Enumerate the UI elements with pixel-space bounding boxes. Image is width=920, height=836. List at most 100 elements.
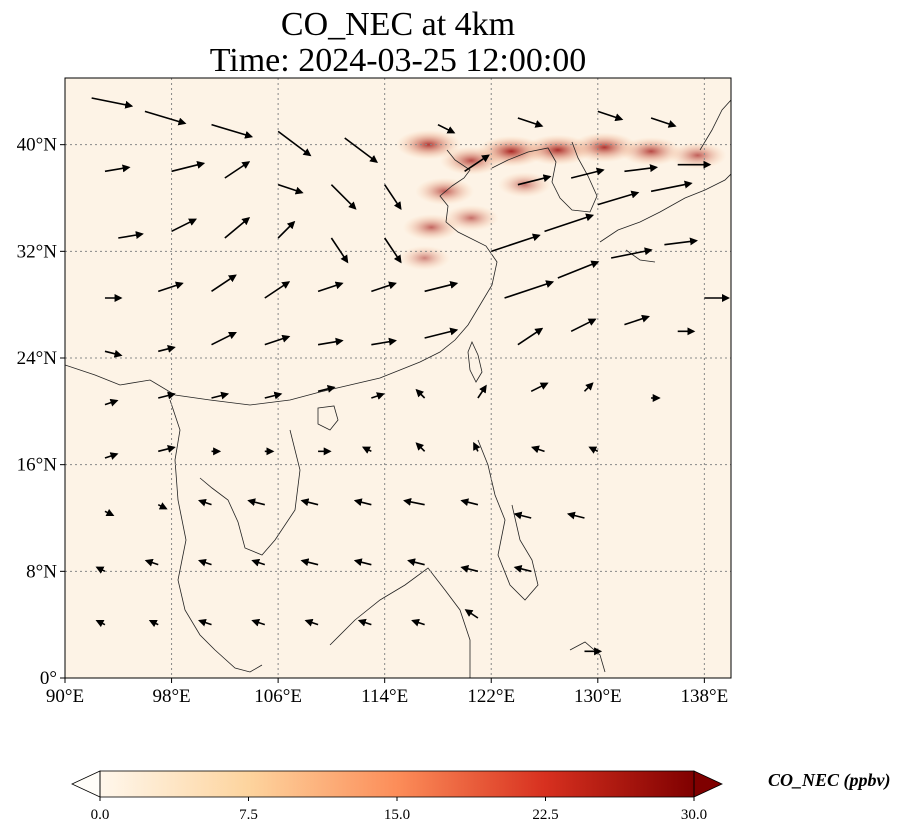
wind-arrow-78 — [300, 498, 319, 507]
wind-arrow-1 — [144, 110, 187, 126]
wind-arrow-70 — [415, 442, 426, 452]
wind-arrow-18 — [157, 281, 184, 293]
wind-arrow-37 — [610, 247, 653, 259]
wind-arrow-40 — [517, 327, 544, 346]
wind-arrow-79 — [353, 498, 372, 507]
wind-arrow-89 — [353, 558, 372, 567]
wind-arrow-52 — [650, 117, 677, 128]
wind-arrow-71 — [473, 441, 481, 452]
wind-arrow-16 — [384, 237, 402, 264]
wind-arrow-13 — [224, 216, 251, 239]
longitude-axis: 90°E 98°E 106°E 114°E 122°E 130°E 138°E — [46, 678, 728, 707]
wind-arrow-9 — [330, 184, 357, 210]
colorbar-tick-label: 7.5 — [239, 807, 258, 823]
coastlines — [65, 99, 731, 678]
co-plume-10 — [398, 245, 451, 271]
wind-arrow-96 — [251, 618, 266, 627]
lat-tick-label: 32°N — [17, 241, 58, 262]
wind-arrow-82 — [513, 511, 532, 520]
wind-arrow-19 — [211, 274, 237, 292]
wind-arrow-29 — [371, 337, 397, 346]
colorbar-extend-max — [693, 770, 723, 798]
coastline-china — [65, 149, 498, 406]
wind-arrow-86 — [198, 558, 212, 567]
wind-vectors — [91, 97, 730, 656]
wind-arrow-54 — [158, 391, 176, 400]
wind-arrow-73 — [588, 446, 599, 454]
wind-arrow-92 — [513, 565, 532, 573]
colorbar-extend-min — [71, 770, 101, 798]
coastline-hainan — [317, 405, 339, 431]
lon-tick-label: 130°E — [574, 686, 622, 707]
wind-arrow-91 — [460, 565, 479, 573]
colorbar-tick-label: 22.5 — [532, 807, 558, 823]
wind-arrow-26 — [211, 331, 237, 346]
lon-tick-label: 138°E — [681, 686, 729, 707]
wind-arrow-83 — [566, 511, 585, 520]
wind-arrow-15 — [330, 237, 349, 264]
coastline-sulawesi — [569, 641, 606, 673]
colorbar-tick-label: 15.0 — [384, 807, 410, 823]
latitude-axis: 0° 8°N 16°N 24°N 32°N 40°N — [17, 135, 65, 689]
wind-arrow-36 — [557, 260, 600, 279]
colorbar: 0.0 7.5 15.0 22.5 30.0 — [71, 770, 723, 823]
wind-arrow-57 — [317, 385, 336, 393]
lon-tick-label: 122°E — [467, 686, 515, 707]
coastline-philippines — [477, 439, 539, 601]
wind-arrow-90 — [407, 558, 425, 567]
lat-tick-label: 40°N — [17, 135, 58, 156]
wind-arrow-38 — [664, 237, 698, 246]
wind-arrow-4 — [344, 137, 379, 163]
wind-arrow-69 — [361, 446, 372, 454]
wind-arrow-64 — [104, 452, 119, 460]
co-plume-9 — [443, 205, 499, 231]
wind-arrow-84 — [95, 566, 106, 574]
wind-arrow-31 — [490, 233, 541, 253]
wind-arrow-24 — [104, 349, 123, 358]
wind-arrow-41 — [570, 318, 597, 333]
wind-arrow-95 — [198, 618, 212, 627]
co-plume-6 — [439, 146, 503, 176]
wind-arrow-3 — [277, 130, 312, 157]
co-concentration-layer — [395, 129, 727, 271]
colorbar-label: CO_NEC (ppbv) — [768, 770, 891, 790]
wind-arrow-10 — [384, 184, 402, 210]
co-plume-5 — [395, 129, 462, 160]
coastline-indochina — [169, 399, 301, 673]
wind-arrow-34 — [650, 180, 693, 193]
wind-arrow-58 — [371, 392, 385, 400]
wind-arrow-88 — [300, 558, 319, 567]
wind-arrow-35 — [504, 280, 555, 299]
wind-arrow-33 — [597, 190, 640, 206]
wind-arrow-99 — [411, 618, 425, 627]
lon-tick-label: 90°E — [46, 686, 84, 707]
wind-arrow-55 — [211, 391, 230, 400]
map-timestamp: Time: 2024-03-25 12:00:00 — [209, 42, 587, 79]
wind-arrow-42 — [624, 314, 650, 326]
wind-arrow-51 — [597, 110, 624, 122]
lat-tick-label: 8°N — [26, 561, 57, 582]
colorbar-tick-label: 30.0 — [681, 807, 707, 823]
wind-arrow-77 — [247, 498, 265, 507]
wind-arrow-80 — [403, 497, 425, 506]
lat-tick-label: 0° — [40, 668, 57, 689]
wind-arrow-45 — [517, 174, 552, 186]
wind-arrow-100 — [464, 609, 479, 619]
wind-arrow-25 — [158, 345, 176, 353]
wind-arrow-47 — [624, 164, 659, 173]
wind-arrow-72 — [531, 445, 545, 454]
wind-arrow-44 — [464, 154, 490, 172]
wind-arrow-21 — [317, 281, 344, 293]
wind-arrow-27 — [264, 334, 291, 346]
wind-arrow-97 — [304, 618, 319, 627]
wind-arrow-0 — [91, 97, 134, 109]
coastline-taiwan — [467, 340, 483, 383]
wind-arrow-32 — [544, 213, 595, 233]
map-background — [65, 78, 731, 678]
wind-arrow-12 — [171, 218, 197, 233]
wind-arrow-28 — [317, 337, 344, 346]
lat-tick-label: 16°N — [17, 455, 58, 476]
wind-arrow-46 — [570, 167, 605, 179]
coastline-korea — [491, 141, 598, 213]
